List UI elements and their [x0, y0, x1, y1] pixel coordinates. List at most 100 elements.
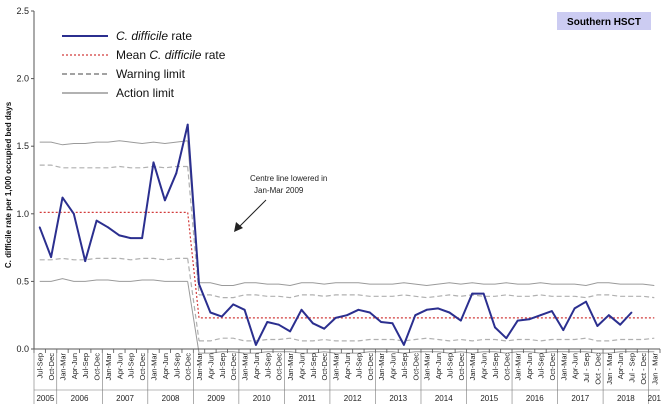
mean-line — [39, 211, 655, 319]
axes: 0.0 0.5 1.0 1.5 2.0 2.5 C. difficile rate per … — [4, 6, 662, 404]
rate-point — [84, 260, 87, 262]
x-tick-label: Jul-Sep — [36, 353, 45, 378]
rate-point — [619, 323, 622, 326]
rate-point — [585, 300, 587, 303]
y-tick-label: 2.0 — [16, 74, 29, 84]
rate-point — [323, 327, 326, 330]
x-tick-label: Jan - Mar — [605, 353, 614, 385]
rate-point — [403, 344, 405, 346]
year-label: 2008 — [162, 394, 180, 403]
x-tick-label: Apr-Jun — [571, 353, 580, 379]
year-label: 2012 — [344, 394, 362, 403]
x-tick-label: Oct-Dec — [47, 353, 56, 381]
x-tick-label: Apr-Jun — [616, 353, 625, 379]
warning-limit-step — [187, 258, 200, 341]
rate-point — [289, 330, 291, 333]
x-tick-label: Apr-Jun — [161, 353, 170, 379]
y-tick-label: 1.5 — [16, 141, 29, 151]
x-tick-label: Apr-Jun — [525, 353, 534, 379]
rate-point — [50, 256, 52, 258]
x-tick-label: Jul - Sep — [628, 353, 637, 383]
rate-point — [357, 308, 360, 311]
legend-action-label: Action limit — [116, 86, 175, 100]
warning-limit-line — [39, 257, 188, 261]
x-tick-label: Oct-Dec — [366, 353, 375, 381]
x-tick-label: Oct - Dec — [639, 353, 648, 385]
rate-point — [334, 317, 337, 319]
rate-point — [391, 322, 394, 325]
rate-point — [516, 319, 519, 322]
rate-point — [562, 329, 565, 331]
rate-point — [551, 310, 553, 312]
y-tick-label: 1.0 — [16, 209, 29, 219]
rate-point — [277, 323, 280, 326]
rate-point — [482, 292, 485, 295]
x-tick-label: Jul-Sep — [127, 353, 136, 378]
y-tick-label: 0.5 — [16, 276, 29, 286]
year-label: 2009 — [207, 394, 225, 403]
rate-point — [368, 311, 371, 314]
x-tick-label: Jan-Mar — [195, 353, 204, 381]
rate-point — [573, 307, 576, 310]
rate-point — [232, 303, 235, 306]
year-label: 2007 — [116, 394, 134, 403]
rate-point — [539, 314, 542, 317]
annotation-line-1: Centre line lowered in — [250, 174, 327, 183]
x-tick-label: Jan-Mar — [59, 353, 68, 381]
x-tick-label: Apr-Jun — [206, 353, 215, 379]
y-tick-label: 0.0 — [16, 344, 29, 354]
x-tick-label: Jul-Sep — [263, 353, 272, 378]
x-tick-label: Jul-Sep — [445, 353, 454, 378]
x-tick-label: Jul-Sep — [537, 353, 546, 378]
warning-limit-line — [199, 294, 655, 299]
x-tick-label: Jan-Mar — [241, 353, 250, 381]
rate-point — [425, 308, 428, 311]
x-tick-label: Jan - Mar — [650, 353, 659, 385]
rate-point — [164, 199, 166, 202]
year-label: 2014 — [435, 394, 453, 403]
legend-mean-label: Mean C. difficile rate — [116, 48, 226, 62]
annotation: Centre line lowered in Jan-Mar 2009 — [234, 174, 327, 232]
year-label: 2016 — [526, 394, 544, 403]
x-tick-label: Apr-Jun — [298, 353, 307, 379]
x-tick-label: Jan-Mar — [468, 353, 477, 381]
x-tick-label: Oct-Dec — [275, 353, 284, 381]
rate-point — [129, 237, 132, 240]
x-tick-label: Jan-Mar — [286, 353, 295, 381]
rate-point — [61, 196, 64, 199]
x-tick-label: Oct-Dec — [320, 353, 329, 381]
x-tick-label: Jul - Sep — [582, 353, 591, 383]
x-tick-label: Oct-Dec — [411, 353, 420, 381]
rate-point — [312, 322, 314, 325]
rate-point — [266, 321, 269, 323]
rate-point — [505, 337, 508, 340]
x-tick-label: Jul-Sep — [491, 353, 500, 378]
x-tick-label: Apr-Jun — [343, 353, 352, 379]
rate-point — [346, 314, 348, 317]
year-label: 2013 — [389, 394, 407, 403]
rate-point — [95, 219, 98, 222]
x-tick-label: Oct-Dec — [548, 353, 557, 381]
rate-point — [72, 212, 75, 215]
rate-point — [300, 308, 303, 311]
rate-point — [459, 319, 462, 322]
action-limit-step — [187, 281, 200, 354]
year-label: 2005 — [36, 394, 54, 403]
x-tick-label: Jul-Sep — [218, 353, 227, 378]
x-tick-label: Jan-Mar — [377, 353, 386, 381]
y-tick-label: 2.5 — [16, 6, 29, 16]
rate-point — [596, 325, 599, 327]
rate-point — [141, 237, 144, 240]
x-tick-label: Apr-Jun — [252, 353, 261, 379]
action-limit-line — [199, 282, 655, 287]
region-badge: Southern HSCT — [557, 12, 651, 30]
year-label: 2006 — [71, 394, 89, 403]
x-tick-label: Oct-Dec — [502, 353, 511, 381]
warning-limit-line — [39, 164, 188, 169]
x-tick-label: Oct-Dec — [138, 353, 147, 381]
x-tick-label: Jan-Mar — [559, 353, 568, 381]
rate-point — [175, 172, 178, 175]
rate-point — [607, 314, 610, 317]
year-label: 2010 — [253, 394, 271, 403]
